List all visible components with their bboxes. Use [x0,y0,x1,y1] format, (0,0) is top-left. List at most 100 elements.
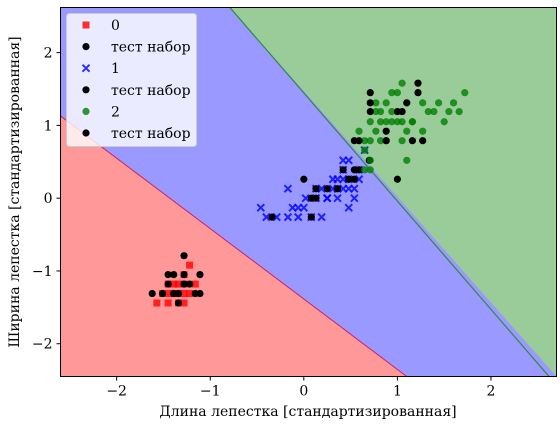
class-2-point [366,156,374,164]
legend-marker [82,21,90,29]
legend-marker [82,129,90,137]
test-set-point [180,271,188,279]
class-2-point [388,107,396,116]
test-set-point [148,289,156,298]
class-2-point [403,156,411,164]
y-axis-label: Ширина лепестка [стандартизированная] [7,36,23,347]
class-2-point [393,89,402,97]
class-2-point [403,127,411,135]
test-set-point [339,166,347,174]
test-set-point [307,213,315,221]
test-set-point [174,299,183,307]
class-2-point [440,118,448,126]
class-0-point [174,280,182,288]
class-2-point [366,137,374,145]
x-tick-label: 0 [299,384,308,400]
class-2-point [449,99,458,107]
class-0-point [180,290,188,298]
class-0-point [153,299,161,307]
class-1-point [256,203,265,212]
class-1-point [317,212,326,222]
class-1-point [301,193,310,203]
class-0-point [191,280,199,288]
test-set-point [333,185,342,193]
test-set-point [382,127,390,135]
class-2-point [388,89,396,97]
class-2-point [382,99,390,107]
legend-label: тест набор [111,83,191,99]
class-2-point [455,107,463,116]
test-set-point [312,194,320,202]
class-2-point [445,107,453,116]
legend: 0 тест набор 1 тест набор 2 тест набор [66,13,197,147]
class-1-point [323,193,332,203]
legend-label: 1 [111,61,120,77]
legend-marker [82,86,90,94]
class-2-point [419,99,427,107]
x-tick-label: −1 [200,384,221,400]
test-set-point [382,137,390,145]
test-set-point [419,137,427,145]
class-1-point [299,203,309,212]
legend-marker [82,107,90,115]
class-1-point [283,184,293,193]
test-set-point [196,271,204,279]
class-2-point [376,118,385,126]
test-set-point [323,185,331,193]
legend-box [66,13,197,147]
legend-label: тест набор [111,40,191,56]
test-set-point [164,271,172,279]
class-2-point [372,99,380,107]
class-2-point [388,118,396,126]
region-class-2 [229,7,557,377]
class-1-point [262,212,271,222]
plot-frame [60,7,557,377]
y-tick-label: 2 [44,46,53,62]
class-1-point [338,156,348,165]
data-points [148,79,469,307]
class-1-point [333,193,342,203]
class-2-point [408,118,416,126]
class-2-point [424,107,432,116]
test-set-point [164,280,172,288]
class-2-point [382,118,390,126]
legend-label: тест набор [111,126,191,142]
class-2-point [461,89,469,97]
class-2-point [430,107,438,116]
x-tick-label: −2 [106,384,127,400]
y-tick-label: −1 [32,264,53,280]
x-axis-ticks: −2 −1 0 1 2 [106,376,496,400]
test-set-point [403,99,411,107]
class-0-point [186,261,194,269]
class-2-point [434,99,443,107]
test-set-point [345,175,353,183]
legend-label: 0 [111,18,120,34]
test-set-point [170,271,178,279]
test-set-point [366,89,374,97]
test-set-point [414,89,422,97]
test-set-point [398,107,406,116]
x-axis-label: Длина лепестка [стандартизированная] [159,404,456,420]
x-tick-label: 2 [487,384,496,400]
x-tick-label: 1 [393,384,402,400]
class-1-point [344,184,353,193]
test-set-point [408,137,416,145]
test-set-point [414,79,422,87]
test-set-point [350,137,358,145]
test-set-point [366,107,374,116]
test-set-point [180,280,188,288]
class-0-point [164,290,172,298]
class-2-point [398,79,406,87]
class-2-point [376,137,385,145]
class-2-point [398,137,406,145]
test-set-point [300,175,308,183]
test-set-point [312,185,320,193]
class-2-point [361,166,369,174]
class-0-point [186,290,194,298]
class-1-point [344,203,353,212]
test-set-point [393,175,402,183]
class-2-point [361,146,369,154]
class-2-point [419,127,427,135]
y-tick-label: −2 [32,337,53,353]
